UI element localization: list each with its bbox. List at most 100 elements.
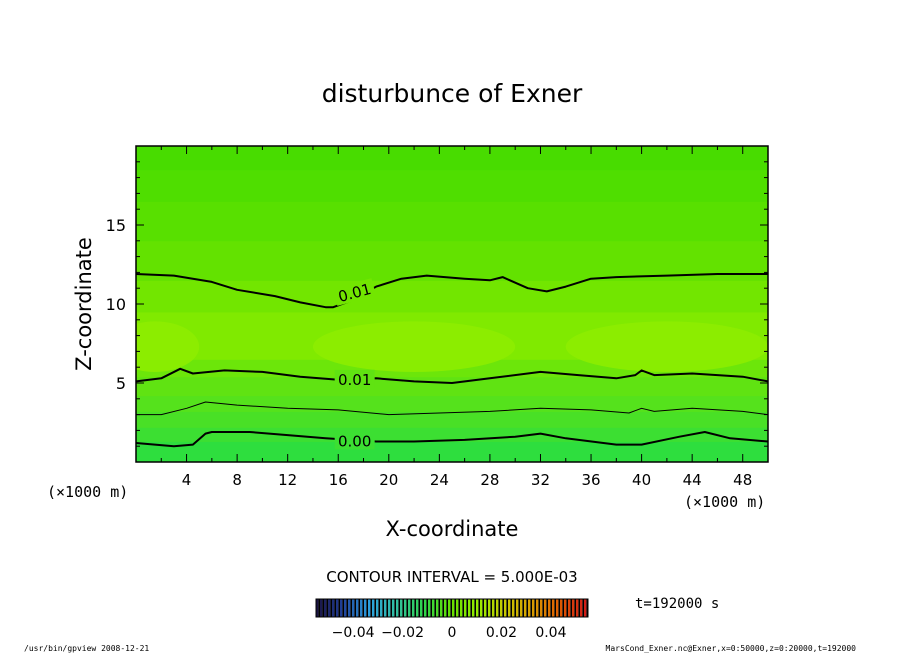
colorbar-gap bbox=[514, 599, 516, 617]
contour-line-1 bbox=[136, 367, 768, 384]
colorbar-swatch bbox=[560, 599, 563, 617]
colorbar-gap bbox=[362, 599, 364, 617]
contour-line-0 bbox=[136, 273, 768, 309]
colorbar-swatch bbox=[408, 599, 411, 617]
colorbar-tick-label-3: 0.02 bbox=[486, 625, 517, 641]
colorbar-gap bbox=[474, 599, 476, 617]
colorbar-gap bbox=[498, 599, 500, 617]
colorbar-swatch bbox=[472, 599, 475, 617]
colorbar-gap bbox=[522, 599, 524, 617]
colorbar-gap bbox=[482, 599, 484, 617]
colorbar-gap bbox=[526, 599, 528, 617]
colorbar-gap bbox=[462, 599, 464, 617]
colorbar-swatch bbox=[336, 599, 339, 617]
colorbar-swatch bbox=[492, 599, 495, 617]
plot-area: 0.010.010.00 bbox=[136, 146, 768, 462]
colorbar-swatch bbox=[420, 599, 423, 617]
footer-left: /usr/bin/gpview 2008-12-21 bbox=[24, 644, 149, 653]
colorbar-gap bbox=[490, 599, 492, 617]
colorbar-gap bbox=[350, 599, 352, 617]
x-axis-ticks: 4 8 12 16 20 24 28 32 36 40 44 48 bbox=[160, 146, 752, 489]
colorbar-gap bbox=[458, 599, 460, 617]
colorbar-gap bbox=[470, 599, 472, 617]
colorbar-gap bbox=[338, 599, 340, 617]
y-tick-label-1: 10 bbox=[106, 295, 126, 314]
colorbar-gap bbox=[550, 599, 552, 617]
colorbar-swatch bbox=[508, 599, 511, 617]
colorbar-gap bbox=[442, 599, 444, 617]
contour-label-1: 0.01 bbox=[338, 371, 371, 389]
colorbar-swatch bbox=[476, 599, 479, 617]
x-tick-label-4: 20 bbox=[379, 471, 398, 489]
colorbar-swatch bbox=[484, 599, 487, 617]
colorbar-swatch bbox=[528, 599, 531, 617]
shade-band-9 bbox=[136, 201, 768, 242]
colorbar-gap bbox=[422, 599, 424, 617]
colorbar-gap bbox=[502, 599, 504, 617]
shade-highlight-1 bbox=[312, 321, 516, 372]
colorbar-gap bbox=[410, 599, 412, 617]
colorbar-gap bbox=[354, 599, 356, 617]
y-axis-ticks: 5 10 15 bbox=[106, 161, 768, 447]
shade-band-10 bbox=[136, 169, 768, 202]
contour-lines bbox=[136, 273, 768, 448]
colorbar-swatch bbox=[520, 599, 523, 617]
x-tick-label-7: 32 bbox=[531, 471, 550, 489]
colorbar-gap bbox=[570, 599, 572, 617]
shade-band-0 bbox=[136, 441, 768, 462]
colorbar-swatch bbox=[352, 599, 355, 617]
colorbar-swatch bbox=[400, 599, 403, 617]
shade-highlight-2 bbox=[565, 321, 768, 372]
colorbar-swatch bbox=[448, 599, 451, 617]
footer-right: MarsCond_Exner.nc@Exner,x=0:50000,z=0:20… bbox=[606, 644, 857, 653]
colorbar-swatch bbox=[384, 599, 387, 617]
y-tick-label-2: 15 bbox=[106, 216, 126, 235]
colorbar-swatch bbox=[532, 599, 535, 617]
colorbar-gap bbox=[414, 599, 416, 617]
shade-highlight-0 bbox=[136, 321, 200, 372]
colorbar-swatch bbox=[464, 599, 467, 617]
x-tick-label-0: 4 bbox=[182, 471, 192, 489]
colorbar-swatch bbox=[460, 599, 463, 617]
colorbar-swatch bbox=[372, 599, 375, 617]
x-tick-label-6: 28 bbox=[480, 471, 499, 489]
colorbar-swatch bbox=[512, 599, 515, 617]
x-tick-label-11: 48 bbox=[733, 471, 752, 489]
colorbar-swatch bbox=[368, 599, 371, 617]
colorbar-swatch bbox=[428, 599, 431, 617]
colorbar-swatch bbox=[340, 599, 343, 617]
colorbar-gap bbox=[454, 599, 456, 617]
colorbar-gap bbox=[558, 599, 560, 617]
colorbar-gap bbox=[318, 599, 320, 617]
colorbar-gap bbox=[406, 599, 408, 617]
colorbar-gap bbox=[450, 599, 452, 617]
colorbar-swatch bbox=[432, 599, 435, 617]
contour-label-3: 0.00 bbox=[338, 432, 371, 450]
colorbar-gap bbox=[386, 599, 388, 617]
colorbar-gap bbox=[382, 599, 384, 617]
colorbar-gap bbox=[358, 599, 360, 617]
colorbar-gap bbox=[390, 599, 392, 617]
colorbar-swatch bbox=[320, 599, 323, 617]
y-axis-label: Z-coordinate bbox=[72, 237, 96, 371]
colorbar-gap bbox=[342, 599, 344, 617]
colorbar-gap bbox=[446, 599, 448, 617]
x-tick-label-10: 44 bbox=[683, 471, 702, 489]
colorbar-ticks: −0.04 −0.02 0 0.02 0.04 bbox=[332, 625, 567, 641]
shade-band-2 bbox=[136, 411, 768, 428]
colorbar-swatch bbox=[436, 599, 439, 617]
x-unit-left: (×1000 m) bbox=[47, 483, 128, 501]
contour-label-bg-3 bbox=[334, 431, 375, 450]
colorbar-gap bbox=[334, 599, 336, 617]
x-axis-label: X-coordinate bbox=[386, 517, 519, 541]
x-tick-label-1: 8 bbox=[232, 471, 242, 489]
colorbar-swatch bbox=[392, 599, 395, 617]
colorbar-gap bbox=[438, 599, 440, 617]
colorbar-gap bbox=[578, 599, 580, 617]
colorbar-gap bbox=[506, 599, 508, 617]
y-tick-label-0: 5 bbox=[116, 374, 126, 393]
colorbar bbox=[316, 599, 588, 617]
colorbar-gap bbox=[426, 599, 428, 617]
colorbar-swatch bbox=[568, 599, 571, 617]
